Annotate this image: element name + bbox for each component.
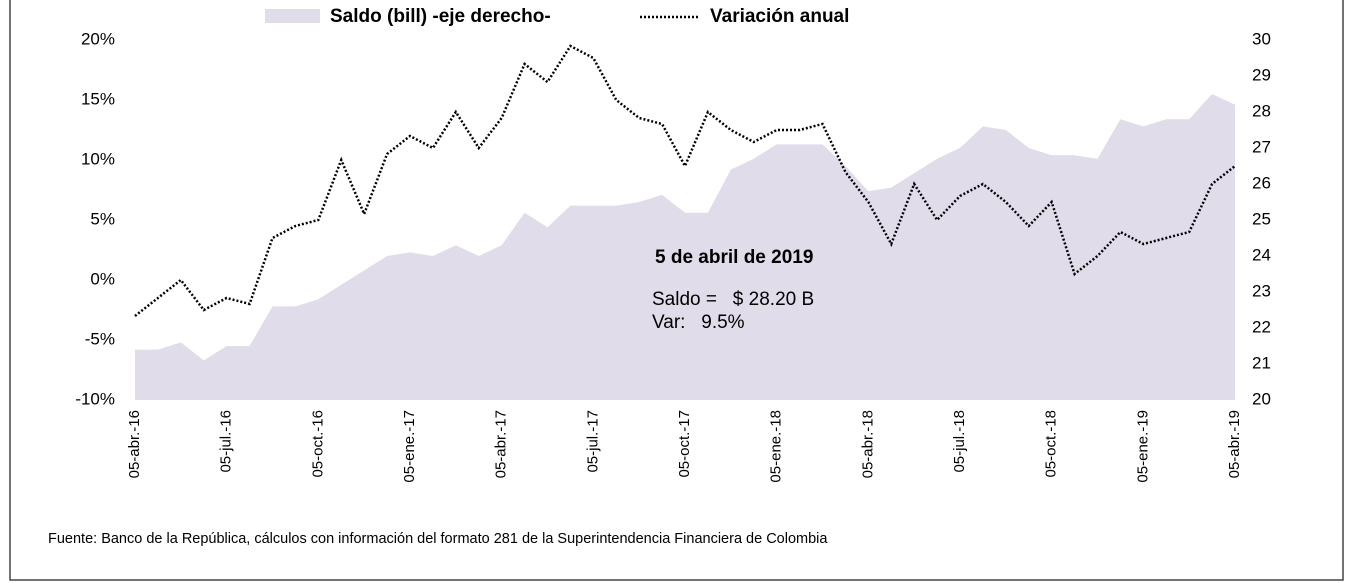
source: Fuente: Banco de la República, cálculos … — [48, 531, 828, 547]
legend-label: Saldo (bill) -eje derecho- — [330, 6, 551, 27]
y2-tick-label: 27 — [1252, 137, 1271, 156]
y2-tick-label: 24 — [1252, 245, 1271, 264]
annotation-line: Var: 9.5% — [652, 312, 745, 333]
y2-tick-label: 23 — [1252, 281, 1271, 300]
y2-tick-label: 26 — [1252, 173, 1271, 192]
line — [134, 44, 1236, 317]
x-tick-label: 05-oct.-17 — [676, 410, 693, 478]
y-tick-label: 5% — [90, 209, 115, 228]
annotation-title: 5 de abril de 2019 — [655, 247, 813, 268]
x-tick-label: 05-oct.-16 — [309, 410, 326, 478]
y2-tick-label: 25 — [1252, 209, 1271, 228]
y2-tick-label: 29 — [1252, 65, 1271, 84]
annotation-line: Saldo = $ 28.20 B — [652, 289, 814, 310]
x-tick-label: 05-oct.-18 — [1043, 410, 1060, 478]
x-tick-label: 05-abr.-16 — [126, 410, 143, 478]
y-tick-label: 10% — [81, 149, 115, 168]
y2-tick-label: 20 — [1252, 389, 1271, 408]
y2-tick-label: 28 — [1252, 101, 1271, 120]
x-tick-label: 05-jul.-17 — [584, 410, 601, 473]
x-tick-label: 05-jul.-16 — [218, 410, 235, 473]
y2-tick-label: 21 — [1252, 353, 1271, 372]
y2-tick-label: 22 — [1252, 317, 1271, 336]
x-tick-label: 05-abr.-17 — [493, 410, 510, 478]
x-tick-label: 05-ene.-18 — [768, 410, 785, 483]
legend-label: Variación anual — [710, 6, 849, 27]
x-tick-label: 05-abr.-19 — [1226, 410, 1243, 478]
x-tick-label: 05-jul.-18 — [951, 410, 968, 473]
legend-swatch — [265, 9, 320, 23]
x-tick-label: 05-ene.-19 — [1134, 410, 1151, 483]
x-tick-label: 05-abr.-18 — [859, 410, 876, 478]
y-tick-label: -5% — [85, 329, 115, 348]
y-tick-label: 0% — [90, 269, 115, 288]
area — [135, 94, 1235, 400]
y-tick-label: 20% — [81, 29, 115, 48]
y2-tick-label: 30 — [1252, 29, 1271, 48]
frame — [9, 0, 1344, 581]
y-tick-label: 15% — [81, 89, 115, 108]
y-tick-label: -10% — [75, 389, 115, 408]
x-tick-label: 05-ene.-17 — [401, 410, 418, 483]
